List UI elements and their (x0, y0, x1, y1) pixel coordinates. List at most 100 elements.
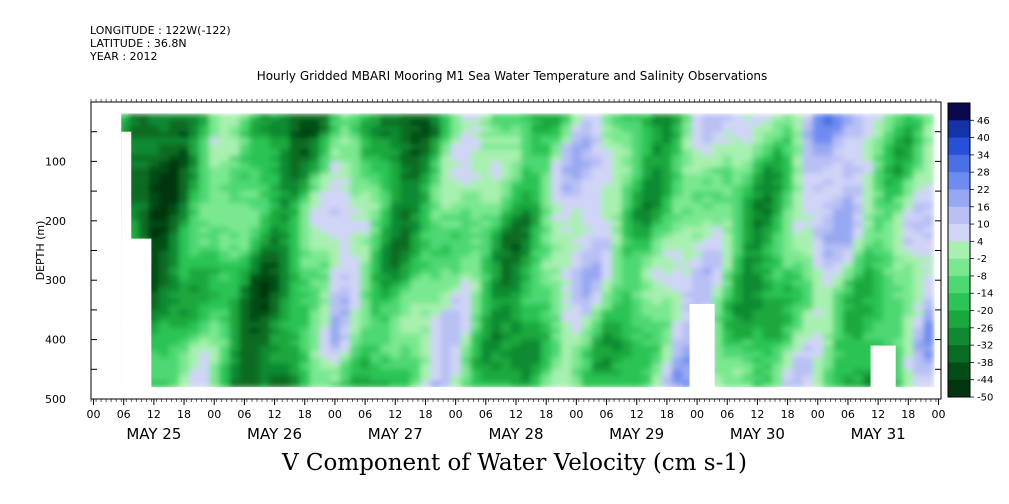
heat-cell (531, 339, 542, 347)
heat-cell (621, 167, 633, 174)
heat-cell (510, 149, 522, 157)
heat-cell (852, 131, 864, 139)
heat-cell (350, 303, 361, 311)
heat-cell (772, 149, 784, 157)
heat-cell (812, 214, 824, 222)
heat-cell (822, 113, 834, 121)
heat-cell (189, 119, 200, 127)
heat-cell (500, 333, 512, 341)
colorbar-label: -32 (977, 341, 993, 352)
x-hour-label: 18 (177, 408, 191, 421)
heat-cell (510, 179, 522, 186)
heat-cell (661, 173, 673, 180)
heat-cell (903, 321, 914, 329)
x-hour-label: 00 (207, 408, 221, 421)
heat-cell (601, 315, 613, 323)
heat-cell (430, 303, 442, 311)
heat-cell (179, 381, 190, 388)
heat-cell (661, 351, 673, 359)
heat-cell (219, 381, 230, 388)
heat-cell (702, 125, 713, 133)
heat-cell (863, 256, 874, 263)
heat-cell (802, 197, 814, 204)
heat-cell (158, 179, 170, 186)
heat-cell (189, 327, 200, 335)
heat-cell (732, 303, 743, 311)
heat-cell (309, 274, 321, 281)
heat-cell (601, 238, 613, 246)
heat-cell (219, 292, 230, 299)
heat-cell (289, 208, 301, 216)
heat-cell (329, 167, 341, 174)
heat-cell (752, 191, 764, 198)
heat-cell (128, 197, 140, 204)
heat-cell (299, 208, 311, 216)
heat-cell (903, 298, 914, 305)
heat-cell (852, 238, 864, 246)
heat-cell (822, 125, 834, 133)
heat-cell (742, 238, 753, 246)
heat-cell (852, 208, 864, 216)
heat-cell (269, 185, 281, 192)
heat-cell (621, 197, 633, 204)
heat-cell (219, 327, 230, 335)
heat-cell (832, 137, 844, 145)
variable-title: V Component of Water Velocity (cm s-1) (282, 450, 747, 476)
heat-cell (591, 339, 603, 347)
heat-cell (681, 309, 693, 317)
heat-cell (923, 155, 935, 162)
heat-cell (269, 191, 281, 198)
heat-cell (229, 197, 240, 204)
heat-cell (531, 191, 542, 198)
heat-cell (621, 131, 633, 139)
heat-cell (641, 226, 653, 234)
heat-cell (822, 333, 834, 341)
heat-cell (661, 256, 673, 263)
heat-cell (239, 226, 251, 234)
heat-cell (339, 155, 351, 162)
heat-cell (329, 303, 341, 311)
heat-cell (551, 113, 562, 121)
heat-cell (138, 191, 150, 198)
heat-cell (339, 137, 351, 145)
heat-cell (641, 369, 653, 376)
heat-cell (611, 369, 623, 376)
heat-cell (651, 173, 663, 180)
heat-cell (802, 381, 814, 388)
heat-cell (189, 333, 200, 341)
heat-cell (470, 345, 482, 353)
heat-cell (390, 315, 401, 323)
heat-cell (812, 381, 824, 388)
heat-cell (329, 363, 341, 370)
heat-cell (913, 220, 924, 228)
heat-cell (380, 292, 391, 299)
heat-cell (269, 232, 281, 240)
heat-cell (551, 327, 562, 335)
heat-cell (873, 256, 884, 263)
heat-cell (782, 238, 794, 246)
heat-cell (229, 309, 240, 317)
heat-cell (531, 125, 542, 133)
heat-cell (219, 202, 230, 210)
heat-cell (189, 238, 200, 246)
heat-cell (450, 369, 462, 376)
heat-cell (792, 292, 804, 299)
heat-cell (339, 179, 351, 186)
heat-cell (561, 363, 572, 370)
heat-cell (842, 280, 854, 287)
heat-cell (792, 185, 804, 192)
heat-cell (360, 327, 371, 335)
heat-cell (350, 131, 361, 139)
heat-cell (319, 327, 331, 335)
heat-cell (541, 214, 552, 222)
heat-cell (460, 321, 472, 329)
heat-cell (380, 155, 391, 162)
heat-cell (319, 125, 331, 133)
heat-cell (903, 244, 914, 252)
heat-cell (571, 375, 582, 382)
heat-cell (671, 280, 683, 287)
heat-cell (450, 208, 462, 216)
heat-cell (681, 315, 693, 323)
heat-cell (470, 173, 482, 180)
heat-cell (510, 197, 522, 204)
